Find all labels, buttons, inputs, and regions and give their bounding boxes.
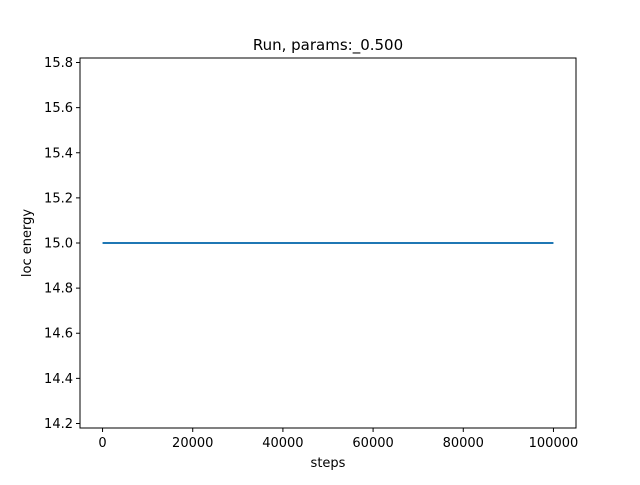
y-axis-ticks: 14.2 14.4 14.6 14.8 15.0 15.2 15.4 15.6 15.8 xyxy=(44,56,80,432)
x-tick-label: 40000 xyxy=(262,436,303,451)
x-axis-ticks: 0 20000 40000 60000 80000 100000 xyxy=(98,428,578,451)
x-tick-label: 100000 xyxy=(529,436,579,451)
x-tick-label: 60000 xyxy=(352,436,393,451)
y-tick-label: 14.8 xyxy=(44,282,73,297)
x-tick-label: 0 xyxy=(98,436,106,451)
y-tick-label: 14.6 xyxy=(44,327,73,342)
y-tick-label: 15.2 xyxy=(44,191,73,206)
x-tick-label: 20000 xyxy=(172,436,213,451)
y-tick-label: 14.4 xyxy=(44,372,73,387)
x-tick-label: 80000 xyxy=(443,436,484,451)
axes-frame xyxy=(79,57,577,429)
x-axis-label: steps xyxy=(311,456,346,471)
y-tick-label: 14.2 xyxy=(44,417,73,432)
y-axis-label: loc energy xyxy=(20,209,35,277)
y-tick-label: 15.8 xyxy=(44,56,73,71)
y-tick-label: 15.0 xyxy=(44,237,73,252)
y-tick-label: 15.4 xyxy=(44,146,73,161)
y-tick-label: 15.6 xyxy=(44,101,73,116)
chart-title: Run, params:_0.500 xyxy=(253,36,403,55)
